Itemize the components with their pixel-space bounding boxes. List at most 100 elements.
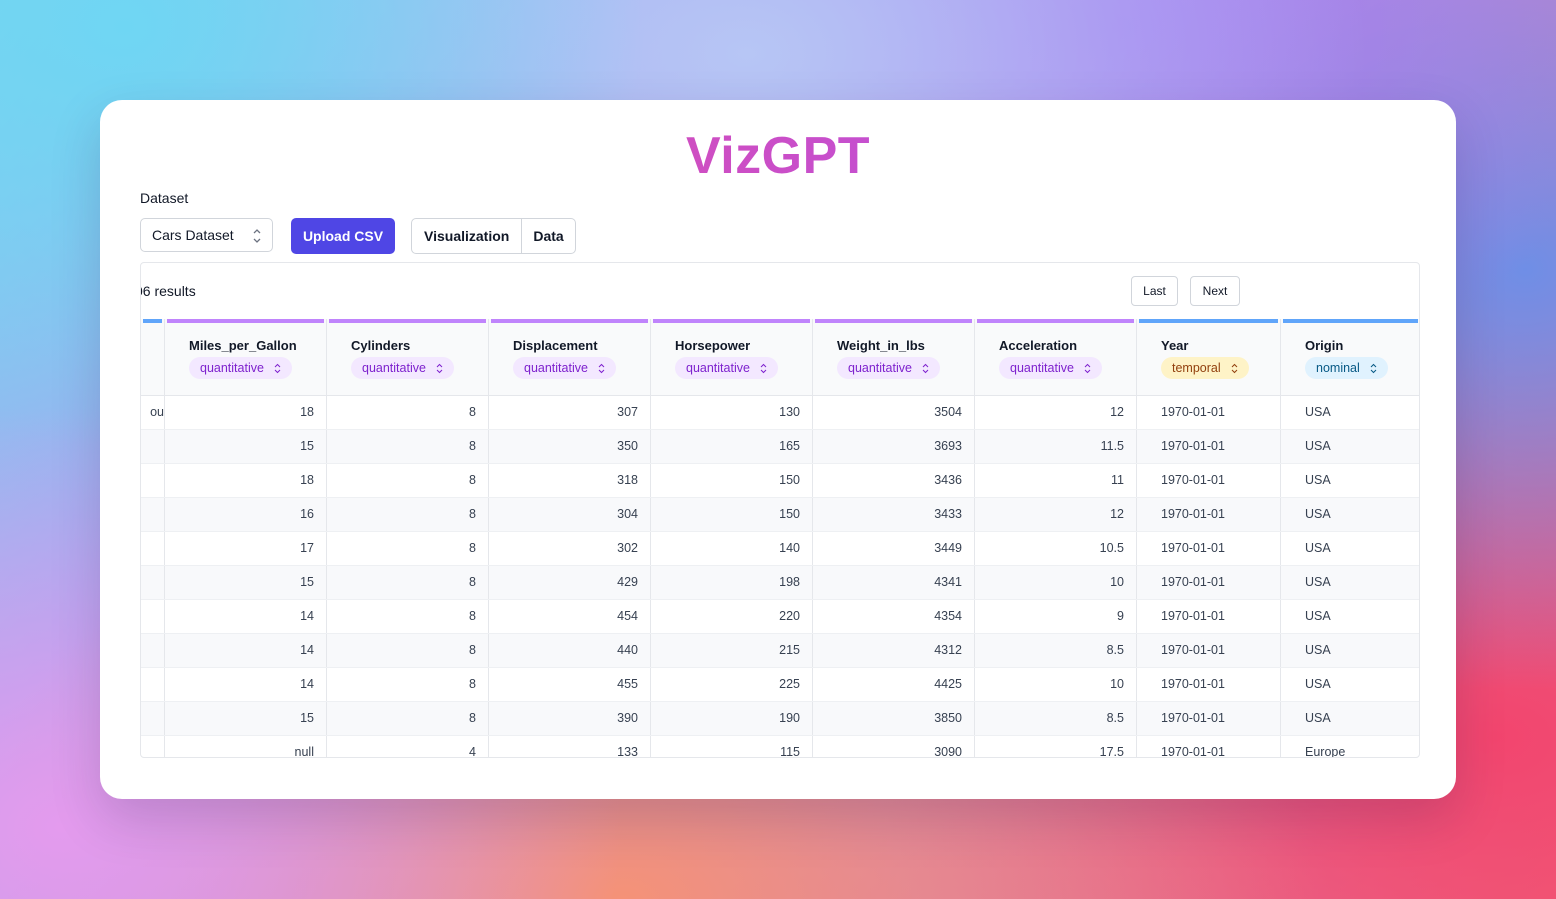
table-cell [141, 464, 165, 497]
column-type-selector[interactable]: quantitative [189, 357, 292, 379]
table-cell: 8.5 [975, 634, 1137, 667]
table-cell: 12 [975, 396, 1137, 429]
next-page-button[interactable]: Next [1190, 276, 1240, 306]
table-cell: 225 [651, 668, 813, 701]
column-type-bar [1139, 319, 1278, 323]
results-count: 06 results [140, 283, 196, 299]
column-name: Displacement [513, 338, 598, 353]
column-type-bar [977, 319, 1134, 323]
table-cell: Europe [1281, 736, 1419, 757]
table-cell: USA [1281, 566, 1419, 599]
column-type-label: quantitative [686, 361, 750, 375]
table-cell: 1970-01-01 [1137, 736, 1281, 757]
data-table: Miles_per_Gallon quantitative Cylinders qua… [141, 319, 1419, 757]
table-cell [141, 600, 165, 633]
column-name: Acceleration [999, 338, 1078, 353]
last-page-button[interactable]: Last [1131, 276, 1178, 306]
table-cell: 165 [651, 430, 813, 463]
table-row: ou 18 8 307 130 3504 12 1970-01-01 USA [141, 396, 1419, 430]
chevron-up-down-icon [598, 363, 605, 374]
table-cell: USA [1281, 702, 1419, 735]
table-cell: 15 [165, 702, 327, 735]
column-header: Origin nominal [1281, 319, 1419, 395]
column-header: Displacement quantitative [489, 319, 651, 395]
table-cell: 17.5 [975, 736, 1137, 757]
table-cell: 429 [489, 566, 651, 599]
dataset-select[interactable]: Cars Dataset [140, 218, 273, 252]
table-cell: 8 [327, 702, 489, 735]
table-cell: 8 [327, 498, 489, 531]
column-type-label: quantitative [200, 361, 264, 375]
table-cell: 3090 [813, 736, 975, 757]
table-row: 18 8 318 150 3436 11 1970-01-01 USA [141, 464, 1419, 498]
table-row: 16 8 304 150 3433 12 1970-01-01 USA [141, 498, 1419, 532]
tab-visualization[interactable]: Visualization [424, 228, 510, 244]
table-cell: 318 [489, 464, 651, 497]
table-cell: 3436 [813, 464, 975, 497]
table-cell: USA [1281, 498, 1419, 531]
table-row: null 4 133 115 3090 17.5 1970-01-01 Europe [141, 736, 1419, 757]
table-cell: 302 [489, 532, 651, 565]
table-cell: 390 [489, 702, 651, 735]
column-type-label: quantitative [1010, 361, 1074, 375]
column-type-label: quantitative [362, 361, 426, 375]
table-cell: 150 [651, 498, 813, 531]
upload-csv-button[interactable]: Upload CSV [291, 218, 395, 254]
table-row: 15 8 350 165 3693 11.5 1970-01-01 USA [141, 430, 1419, 464]
table-cell: 8 [327, 634, 489, 667]
table-cell: 198 [651, 566, 813, 599]
column-name: Cylinders [351, 338, 411, 353]
table-row: 17 8 302 140 3449 10.5 1970-01-01 USA [141, 532, 1419, 566]
table-cell: USA [1281, 430, 1419, 463]
data-panel: 06 results Last Next Miles_per_Gallon qua… [140, 262, 1420, 758]
table-cell: 14 [165, 634, 327, 667]
table-cell: 17 [165, 532, 327, 565]
column-type-selector[interactable]: nominal [1305, 357, 1388, 379]
table-cell [141, 498, 165, 531]
table-cell: null [165, 736, 327, 757]
column-name: Year [1161, 338, 1189, 353]
table-header-row: Miles_per_Gallon quantitative Cylinders qua… [141, 319, 1419, 396]
table-cell: 8 [327, 668, 489, 701]
table-cell: 150 [651, 464, 813, 497]
column-type-selector[interactable]: temporal [1161, 357, 1249, 379]
table-cell: 3433 [813, 498, 975, 531]
table-cell: 1970-01-01 [1137, 668, 1281, 701]
table-cell [141, 430, 165, 463]
column-type-selector[interactable]: quantitative [837, 357, 940, 379]
table-cell: USA [1281, 600, 1419, 633]
column-type-bar [1283, 319, 1418, 323]
app-title: VizGPT [100, 126, 1456, 186]
table-cell [141, 532, 165, 565]
column-name: Origin [1305, 338, 1344, 353]
column-type-selector[interactable]: quantitative [675, 357, 778, 379]
column-type-selector[interactable]: quantitative [999, 357, 1102, 379]
table-cell: 220 [651, 600, 813, 633]
chevron-up-down-icon [253, 229, 261, 243]
column-type-selector[interactable]: quantitative [351, 357, 454, 379]
table-cell [141, 702, 165, 735]
column-type-label: nominal [1316, 361, 1360, 375]
table-cell: 1970-01-01 [1137, 532, 1281, 565]
table-cell: USA [1281, 668, 1419, 701]
table-cell: 3504 [813, 396, 975, 429]
chevron-up-down-icon [760, 363, 767, 374]
column-header [141, 319, 165, 395]
table-cell: USA [1281, 532, 1419, 565]
table-cell: 10.5 [975, 532, 1137, 565]
table-cell: 4354 [813, 600, 975, 633]
table-cell: 11.5 [975, 430, 1137, 463]
table-cell: 1970-01-01 [1137, 566, 1281, 599]
table-cell: 9 [975, 600, 1137, 633]
table-cell: 8 [327, 430, 489, 463]
column-type-selector[interactable]: quantitative [513, 357, 616, 379]
table-cell: 18 [165, 396, 327, 429]
table-cell: 130 [651, 396, 813, 429]
table-cell: 14 [165, 600, 327, 633]
column-type-label: quantitative [848, 361, 912, 375]
table-cell: 8 [327, 600, 489, 633]
tab-data[interactable]: Data [521, 219, 574, 253]
table-cell: 10 [975, 566, 1137, 599]
dataset-select-value: Cars Dataset [152, 227, 234, 243]
chevron-up-down-icon [274, 363, 281, 374]
